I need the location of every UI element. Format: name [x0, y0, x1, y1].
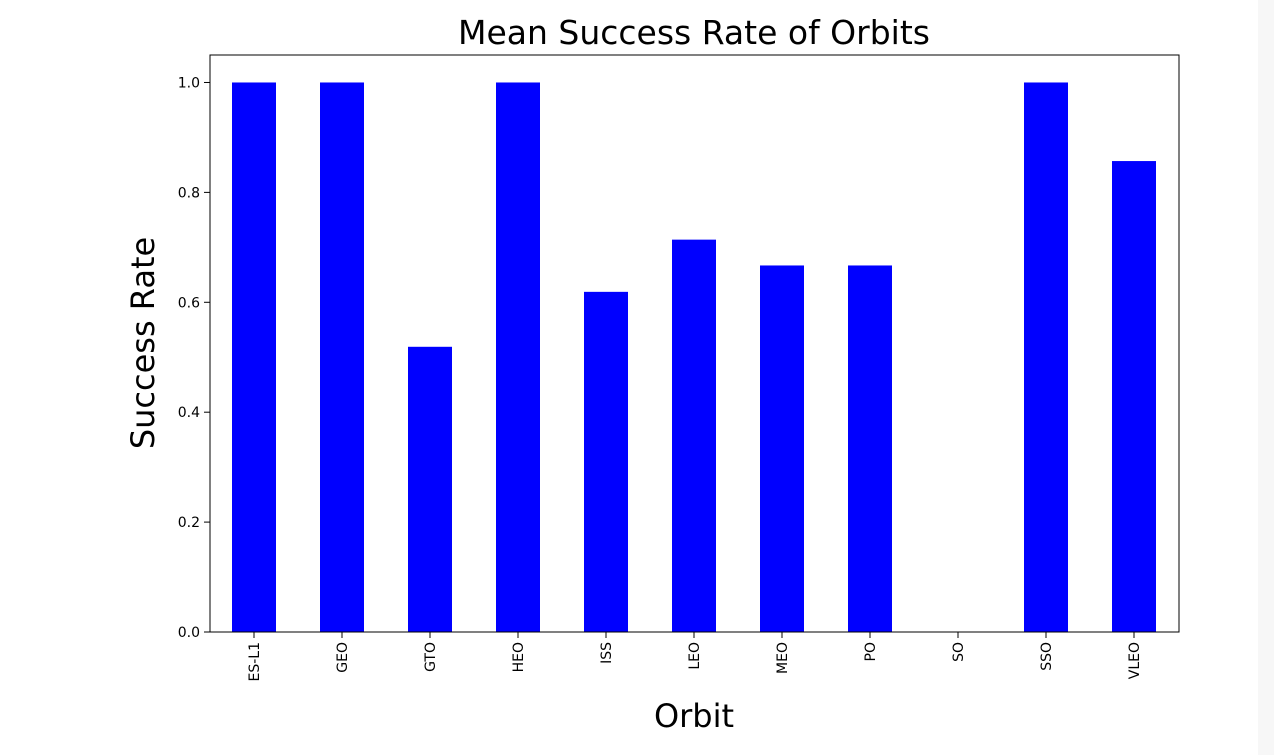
bar-es-l1 [232, 82, 276, 632]
bars-group [232, 82, 1156, 632]
y-tick-label: 1.0 [178, 75, 200, 91]
y-tick-label: 0.2 [178, 515, 200, 531]
x-tick-label: ISS [599, 642, 615, 664]
chart-title: Mean Success Rate of Orbits [458, 13, 930, 52]
bar-sso [1024, 82, 1068, 632]
x-axis-title: Orbit [654, 697, 734, 735]
y-tick-label: 0.8 [178, 185, 200, 201]
bar-leo [672, 239, 716, 632]
bar-po [848, 265, 892, 632]
x-tick-label: VLEO [1127, 642, 1143, 679]
x-tick-label: HEO [511, 642, 527, 672]
page-edge-strip [1258, 0, 1274, 755]
y-axis: 0.0 0.2 0.4 0.6 0.8 1.0 [178, 75, 210, 641]
x-tick-label: MEO [775, 642, 791, 674]
x-tick-label: PO [863, 642, 879, 661]
x-tick-label: ES-L1 [247, 642, 263, 682]
x-tick-label: GTO [423, 642, 439, 672]
plot-area-frame [209, 54, 1180, 633]
x-tick-label: GEO [335, 642, 351, 673]
y-tick-label: 0.6 [178, 295, 200, 311]
x-tick-label: LEO [687, 642, 703, 670]
bar-vleo [1112, 161, 1156, 632]
x-axis: ES-L1 GEO GTO HEO ISS LEO MEO PO SO SSO VLEO [247, 632, 1143, 682]
y-axis-title: Success Rate [124, 237, 162, 449]
bar-geo [320, 82, 364, 632]
x-tick-label: SO [951, 642, 967, 662]
bar-iss [584, 291, 628, 632]
bar-heo [496, 82, 540, 632]
y-tick-label: 0.0 [178, 625, 200, 641]
bar-meo [760, 265, 804, 632]
y-tick-label: 0.4 [178, 405, 200, 421]
bar-gto [408, 346, 452, 632]
x-tick-label: SSO [1039, 642, 1055, 671]
